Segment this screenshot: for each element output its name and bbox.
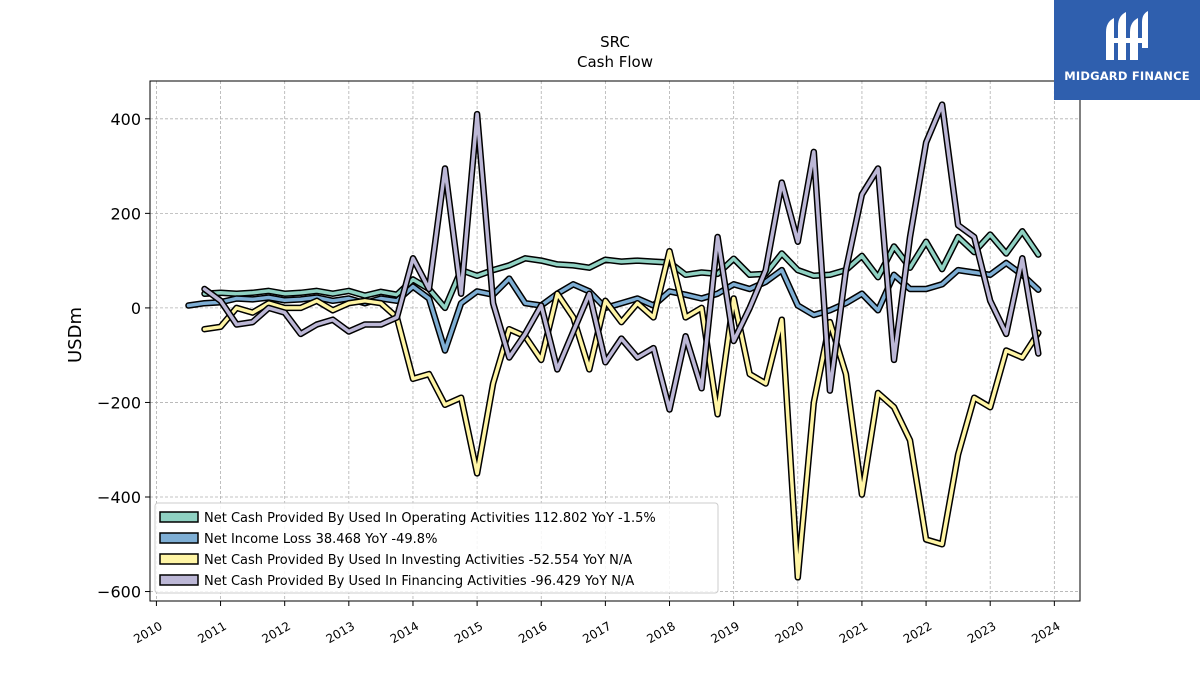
y-tick-label: −600 [97, 583, 141, 602]
legend: Net Cash Provided By Used In Operating A… [154, 502, 719, 594]
legend-swatch [159, 532, 199, 544]
x-tick-label: 2016 [516, 619, 549, 646]
legend-entry-label: Net Cash Provided By Used In Financing A… [204, 574, 634, 589]
y-tick-label: 400 [110, 110, 141, 129]
legend-box [154, 502, 719, 594]
plot-area-frame [149, 80, 1081, 602]
midgard-logo-icon [1106, 11, 1148, 60]
x-tick-label: 2012 [260, 619, 293, 646]
y-tick-label: −400 [97, 488, 141, 507]
x-tick-label: 2017 [580, 619, 613, 646]
y-tick-label: 0 [131, 299, 141, 318]
x-tick-label: 2021 [837, 619, 870, 646]
series-line [202, 102, 1041, 412]
series-line [202, 249, 1041, 580]
x-axis: 2010 2011 2012 2013 2014 2015 2016 2017 2018 2019… [131, 601, 1063, 646]
x-tick-label: 2019 [709, 619, 742, 646]
brand-logo: MIDGARD FINANCE [1054, 0, 1200, 100]
legend-swatch [159, 511, 199, 523]
series-line [202, 229, 1041, 310]
legend-swatch [159, 553, 199, 565]
legend-entry-label: Net Cash Provided By Used In Investing A… [204, 553, 632, 568]
y-tick-label: 200 [110, 204, 141, 223]
x-tick-label: 2013 [324, 619, 357, 646]
x-tick-label: 2024 [1029, 619, 1062, 646]
chart-subtitle: Cash Flow [577, 53, 653, 71]
brand-name: MIDGARD FINANCE [1064, 69, 1190, 83]
x-tick-label: 2015 [452, 619, 485, 646]
x-tick-label: 2020 [773, 619, 806, 646]
chart-title: SRC [600, 33, 630, 51]
series-line [186, 261, 1041, 353]
x-tick-label: 2022 [901, 619, 934, 646]
y-axis: −600 −400 −200 0 200 400 [97, 110, 150, 602]
series-lines [185, 101, 1042, 581]
x-tick-label: 2023 [965, 619, 998, 646]
legend-entry-label: Net Cash Provided By Used In Operating A… [204, 511, 656, 526]
y-axis-label: USDm [65, 307, 86, 363]
x-tick-label: 2018 [644, 619, 677, 646]
x-tick-label: 2010 [131, 619, 164, 646]
x-tick-label: 2011 [195, 619, 228, 646]
series-line-outline [201, 228, 1042, 312]
x-tick-label: 2014 [388, 619, 421, 646]
legend-entry-label: Net Income Loss 38.468 YoY -49.8% [204, 532, 437, 547]
y-tick-label: −200 [97, 393, 141, 412]
legend-swatch [159, 574, 199, 586]
